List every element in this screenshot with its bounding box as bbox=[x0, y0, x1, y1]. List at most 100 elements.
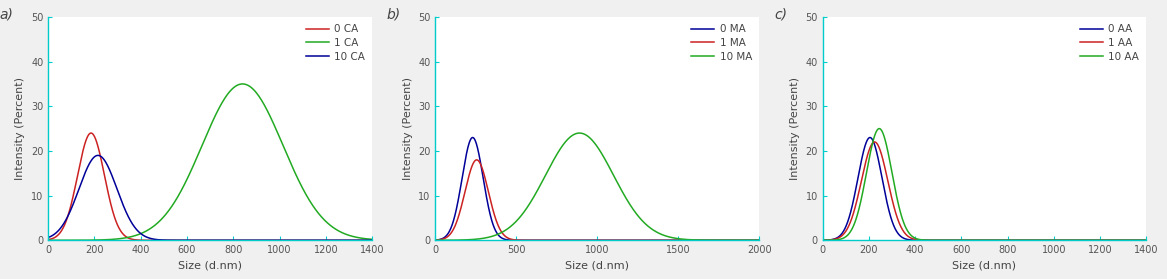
0 MA bbox=[428, 238, 442, 242]
1 AA bbox=[1133, 239, 1147, 242]
10 MA bbox=[746, 239, 760, 242]
Text: b): b) bbox=[386, 8, 401, 22]
Legend: 0 MA, 1 MA, 10 MA: 0 MA, 1 MA, 10 MA bbox=[690, 22, 754, 64]
1 MA bbox=[484, 203, 498, 207]
0 MA bbox=[753, 239, 767, 242]
0 AA bbox=[1098, 239, 1112, 242]
10 CA bbox=[358, 239, 372, 242]
10 MA bbox=[711, 239, 725, 242]
Line: 1 AA: 1 AA bbox=[823, 142, 1146, 240]
X-axis label: Size (d.nm): Size (d.nm) bbox=[179, 261, 243, 271]
X-axis label: Size (d.nm): Size (d.nm) bbox=[952, 261, 1016, 271]
1 CA bbox=[180, 179, 194, 182]
0 MA bbox=[553, 239, 567, 242]
10 MA bbox=[428, 239, 442, 242]
0 CA bbox=[324, 239, 338, 242]
0 AA bbox=[816, 239, 830, 242]
Text: c): c) bbox=[774, 8, 787, 22]
10 CA bbox=[180, 239, 194, 242]
1 MA bbox=[428, 239, 442, 242]
10 AA bbox=[1133, 239, 1147, 242]
10 AA bbox=[939, 239, 953, 242]
Line: 0 CA: 0 CA bbox=[48, 133, 372, 240]
0 MA bbox=[746, 239, 760, 242]
1 AA bbox=[953, 239, 967, 242]
0 CA bbox=[166, 239, 180, 242]
1 CA bbox=[324, 224, 338, 227]
0 CA bbox=[41, 238, 55, 241]
10 CA bbox=[324, 239, 338, 242]
1 AA bbox=[853, 188, 867, 191]
Y-axis label: Intensity (Percent): Intensity (Percent) bbox=[790, 77, 799, 180]
10 CA bbox=[91, 154, 105, 157]
1 MA bbox=[753, 239, 767, 242]
1 AA bbox=[1139, 239, 1153, 242]
10 MA bbox=[484, 235, 498, 238]
1 AA bbox=[816, 239, 830, 242]
0 AA bbox=[862, 136, 876, 139]
Line: 10 CA: 10 CA bbox=[48, 155, 372, 240]
0 MA bbox=[484, 218, 498, 222]
Legend: 0 AA, 1 AA, 10 AA: 0 AA, 1 AA, 10 AA bbox=[1078, 22, 1141, 64]
0 CA bbox=[78, 141, 92, 145]
0 MA bbox=[466, 136, 480, 139]
10 AA bbox=[953, 239, 967, 242]
10 AA bbox=[1098, 239, 1112, 242]
1 CA bbox=[78, 239, 92, 242]
Line: 10 MA: 10 MA bbox=[435, 133, 760, 240]
0 CA bbox=[180, 239, 194, 242]
Legend: 0 CA, 1 CA, 10 CA: 0 CA, 1 CA, 10 CA bbox=[303, 22, 366, 64]
10 CA bbox=[78, 171, 92, 174]
1 AA bbox=[867, 140, 881, 144]
Text: a): a) bbox=[0, 8, 14, 22]
X-axis label: Size (d.nm): Size (d.nm) bbox=[565, 261, 629, 271]
0 AA bbox=[853, 168, 867, 172]
10 AA bbox=[1139, 239, 1153, 242]
1 MA bbox=[567, 239, 581, 242]
0 CA bbox=[358, 239, 372, 242]
0 AA bbox=[1133, 239, 1147, 242]
0 AA bbox=[872, 160, 886, 163]
10 CA bbox=[365, 239, 379, 242]
0 AA bbox=[939, 239, 953, 242]
1 MA bbox=[746, 239, 760, 242]
10 MA bbox=[567, 133, 581, 136]
1 AA bbox=[939, 239, 953, 242]
10 AA bbox=[816, 239, 830, 242]
Line: 0 MA: 0 MA bbox=[435, 138, 760, 240]
10 MA bbox=[553, 148, 567, 152]
1 AA bbox=[1098, 239, 1112, 242]
1 CA bbox=[41, 239, 55, 242]
1 CA bbox=[97, 238, 111, 241]
1 MA bbox=[711, 239, 725, 242]
Line: 1 MA: 1 MA bbox=[435, 160, 760, 240]
10 MA bbox=[466, 238, 480, 241]
Line: 1 CA: 1 CA bbox=[48, 84, 372, 240]
0 CA bbox=[98, 174, 112, 177]
Y-axis label: Intensity (Percent): Intensity (Percent) bbox=[15, 77, 26, 180]
10 MA bbox=[753, 239, 767, 242]
Y-axis label: Intensity (Percent): Intensity (Percent) bbox=[403, 77, 413, 180]
0 MA bbox=[466, 136, 480, 139]
1 CA bbox=[365, 238, 379, 241]
1 CA bbox=[358, 237, 372, 240]
Line: 10 AA: 10 AA bbox=[823, 129, 1146, 240]
10 CA bbox=[166, 239, 180, 242]
0 CA bbox=[365, 239, 379, 242]
Line: 0 AA: 0 AA bbox=[823, 138, 1146, 240]
1 AA bbox=[872, 145, 886, 148]
0 AA bbox=[1139, 239, 1153, 242]
0 CA bbox=[84, 131, 98, 135]
10 MA bbox=[573, 131, 587, 135]
10 AA bbox=[872, 127, 886, 130]
10 CA bbox=[98, 158, 112, 162]
10 CA bbox=[41, 236, 55, 239]
1 CA bbox=[236, 82, 250, 86]
0 AA bbox=[953, 239, 967, 242]
1 MA bbox=[469, 158, 483, 162]
0 MA bbox=[711, 239, 725, 242]
0 MA bbox=[567, 239, 581, 242]
10 AA bbox=[872, 127, 886, 130]
1 MA bbox=[466, 163, 480, 167]
10 AA bbox=[853, 205, 867, 208]
